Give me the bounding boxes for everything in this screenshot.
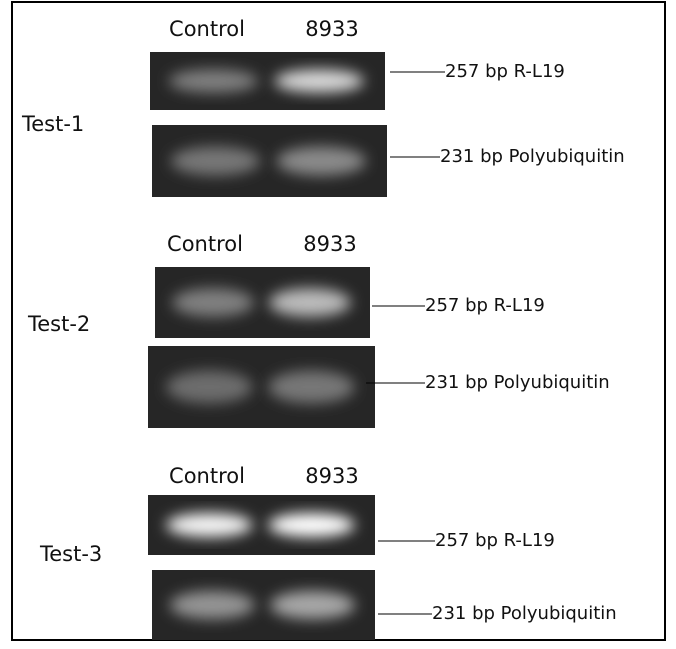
band-label: 231 bp Polyubiquitin — [432, 603, 617, 624]
column-header: Control — [169, 17, 245, 41]
column-header: Control — [169, 464, 245, 488]
band-label: 257 bp R-L19 — [435, 530, 555, 551]
gel-band — [172, 288, 254, 316]
band-label: 231 bp Polyubiquitin — [440, 146, 625, 167]
gel-band — [268, 371, 354, 404]
band-label: 257 bp R-L19 — [425, 295, 545, 316]
column-header: Control — [167, 232, 243, 256]
column-header: 8933 — [305, 17, 358, 41]
band-label: 231 bp Polyubiquitin — [425, 372, 610, 393]
figure: Test-1 Control 8933 257 bp R-L19 231 bp Poly… — [0, 0, 676, 645]
test-label: Test-2 — [27, 312, 90, 336]
gel-band — [269, 288, 351, 316]
band-label: 257 bp R-L19 — [445, 61, 565, 82]
test-label: Test-1 — [21, 112, 84, 136]
gel-band — [270, 591, 355, 619]
gel-band — [166, 513, 252, 537]
gel-band — [277, 147, 366, 176]
column-header: 8933 — [305, 464, 358, 488]
gel-band — [170, 591, 255, 619]
gel-band — [171, 147, 260, 176]
gel-band — [166, 371, 252, 404]
test-label: Test-3 — [39, 542, 102, 566]
column-header: 8933 — [303, 232, 356, 256]
gel-band — [268, 513, 354, 537]
gel-band — [169, 69, 258, 92]
gel-band — [275, 69, 364, 92]
